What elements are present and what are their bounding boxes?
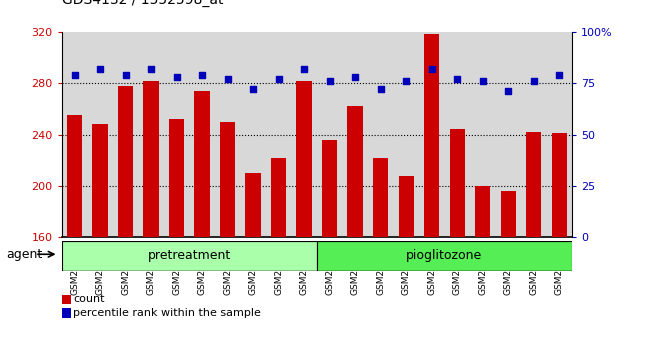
Bar xyxy=(62,241,317,271)
Bar xyxy=(526,132,541,354)
Bar xyxy=(450,130,465,354)
Bar xyxy=(322,140,337,354)
Bar xyxy=(92,124,108,354)
Text: percentile rank within the sample: percentile rank within the sample xyxy=(73,308,261,318)
Text: pioglitozone: pioglitozone xyxy=(406,249,482,262)
Point xyxy=(222,76,233,82)
Bar xyxy=(220,122,235,354)
Point xyxy=(426,66,437,72)
Bar xyxy=(169,119,184,354)
Bar xyxy=(246,173,261,354)
Bar xyxy=(500,191,516,354)
Text: count: count xyxy=(73,295,105,304)
Bar xyxy=(271,158,286,354)
Point xyxy=(95,66,105,72)
Point xyxy=(248,86,258,92)
Point xyxy=(554,72,564,78)
Bar xyxy=(373,158,388,354)
Bar xyxy=(552,133,567,354)
Text: GDS4132 / 1552598_at: GDS4132 / 1552598_at xyxy=(62,0,223,7)
Point xyxy=(452,76,462,82)
Bar xyxy=(424,34,439,354)
Bar xyxy=(194,91,210,354)
Point xyxy=(478,78,488,84)
Bar xyxy=(348,106,363,354)
Point xyxy=(146,66,156,72)
Point xyxy=(70,72,80,78)
Point xyxy=(274,76,284,82)
Point xyxy=(528,78,539,84)
Point xyxy=(350,74,360,80)
Text: pretreatment: pretreatment xyxy=(148,249,231,262)
Bar xyxy=(317,241,572,271)
Bar xyxy=(67,115,82,354)
Point xyxy=(197,72,207,78)
Bar xyxy=(475,186,490,354)
Point xyxy=(376,86,386,92)
Point xyxy=(172,74,182,80)
Point xyxy=(120,72,131,78)
Point xyxy=(503,88,514,94)
Bar xyxy=(398,176,414,354)
Text: agent: agent xyxy=(6,248,43,261)
Bar xyxy=(118,86,133,354)
Point xyxy=(299,66,309,72)
Point xyxy=(401,78,411,84)
Point xyxy=(324,78,335,84)
Bar xyxy=(296,81,312,354)
Bar xyxy=(144,81,159,354)
